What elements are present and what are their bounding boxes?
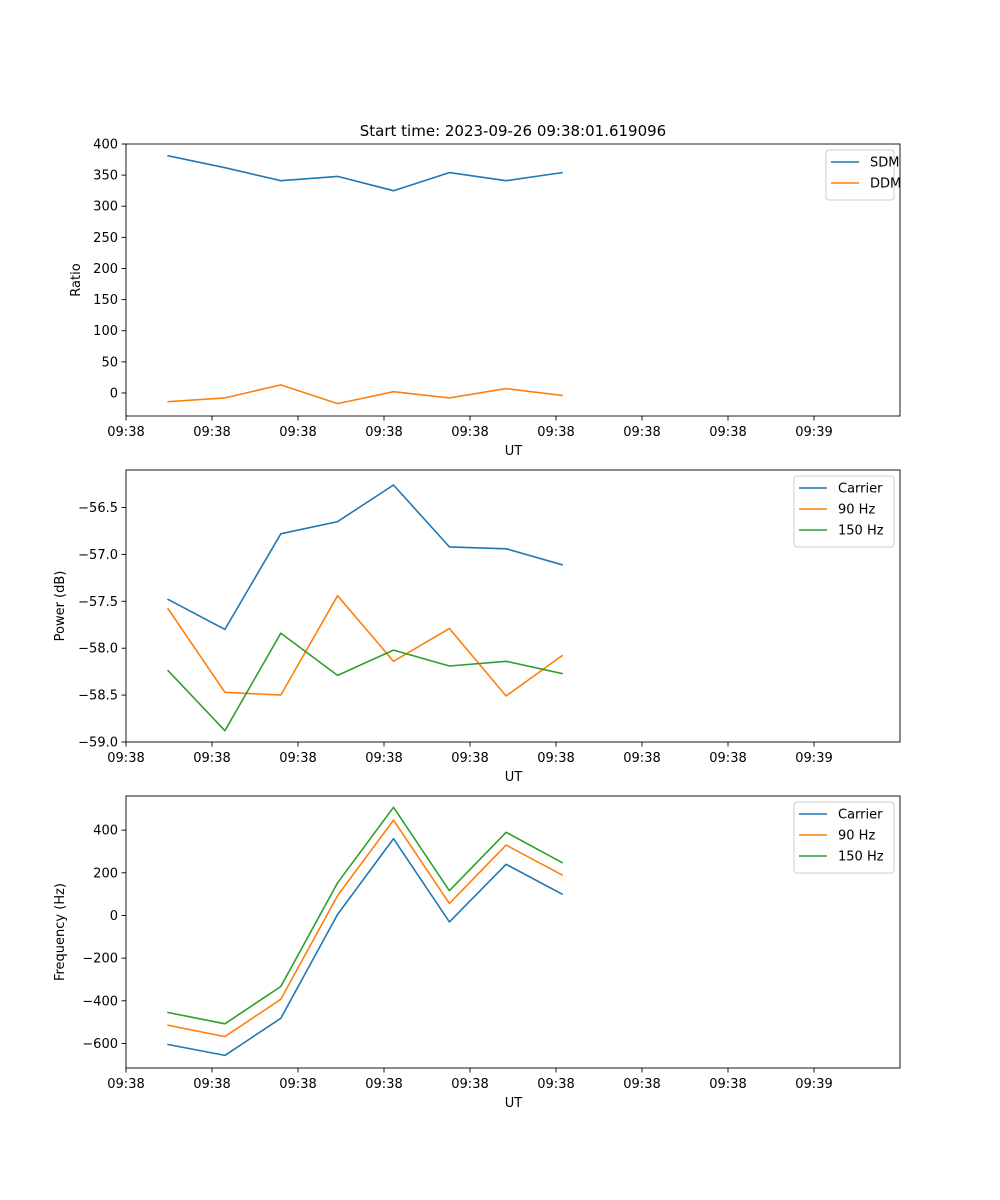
y-tick-label: 0: [110, 386, 118, 401]
y-tick-label: 400: [93, 824, 118, 839]
x-tick-label: 09:38: [709, 1077, 746, 1092]
x-tick-label: 09:38: [537, 1077, 574, 1092]
x-tick-label: 09:39: [795, 1077, 832, 1092]
series-line-carrier: [167, 484, 563, 631]
x-tick-label: 09:38: [279, 1077, 316, 1092]
y-tick-label: 200: [93, 866, 118, 881]
x-tick-label: 09:38: [193, 425, 230, 440]
y-tick-label: −59.0: [78, 736, 118, 751]
series-line-90-hz: [166, 594, 564, 697]
x-tick-label: 09:38: [365, 1077, 402, 1092]
y-tick-label: 350: [93, 169, 118, 184]
x-tick-label: 09:39: [795, 425, 832, 440]
legend-label: SDM: [870, 156, 899, 171]
y-tick-label: 50: [101, 355, 118, 370]
legend: Carrier 90 Hz 150 Hz: [793, 475, 895, 548]
series-line-carrier: [167, 837, 564, 1057]
x-tick-label: 09:38: [537, 751, 574, 766]
x-tick-label: 09:38: [537, 425, 574, 440]
x-tick-label: 09:38: [623, 425, 660, 440]
x-tick-label: 09:38: [107, 751, 144, 766]
subplots: 09:38 09:38 09:38 09:38 09:38 09:38 09:38 09:38…: [53, 138, 901, 1112]
subplot-2: 09:38 09:38 09:38 09:38 09:38 09:38 09:38 09:38…: [53, 469, 901, 785]
legend: Carrier 90 Hz 150 Hz: [793, 801, 895, 874]
y-tick-label: 400: [93, 138, 118, 153]
legend-label: Carrier: [838, 482, 883, 497]
x-tick-label: 09:39: [795, 751, 832, 766]
axes-frame: [125, 143, 901, 417]
x-tick-label: 09:38: [451, 425, 488, 440]
y-tick-label: 0: [110, 909, 118, 924]
series-line-sdm: [167, 154, 563, 192]
y-tick-label: −57.0: [78, 548, 118, 563]
x-axis-label: UT: [505, 444, 523, 459]
axes-frame: [125, 469, 901, 743]
y-tick-label: 150: [93, 293, 118, 308]
series-line-ddm: [167, 384, 563, 405]
x-tick-label: 09:38: [193, 1077, 230, 1092]
legend-label: 150 Hz: [838, 524, 884, 539]
y-axis-label: Frequency (Hz): [53, 883, 68, 981]
x-tick-label: 09:38: [279, 425, 316, 440]
legend-label: 90 Hz: [838, 829, 875, 844]
y-axis-label: Power (dB): [53, 571, 68, 642]
x-axis-label: UT: [505, 770, 523, 785]
subplot-3: 09:38 09:38 09:38 09:38 09:38 09:38 09:38 09:38…: [53, 795, 901, 1111]
y-tick-label: −400: [82, 994, 118, 1009]
y-tick-label: −600: [82, 1037, 118, 1052]
series-line-90-hz: [167, 819, 564, 1038]
x-tick-label: 09:38: [365, 751, 402, 766]
y-tick-label: 100: [93, 324, 118, 339]
x-tick-label: 09:38: [107, 425, 144, 440]
legend-label: 90 Hz: [838, 503, 875, 518]
y-tick-label: −56.5: [78, 501, 118, 516]
y-tick-label: 200: [93, 262, 118, 277]
y-tick-label: −200: [82, 952, 118, 967]
x-tick-label: 09:38: [623, 751, 660, 766]
y-tick-label: 250: [93, 231, 118, 246]
y-tick-label: −57.5: [78, 595, 118, 610]
y-tick-label: −58.5: [78, 689, 118, 704]
y-tick-label: 300: [93, 200, 118, 215]
x-tick-label: 09:38: [709, 751, 746, 766]
y-tick-label: −58.0: [78, 642, 118, 657]
x-tick-label: 09:38: [107, 1077, 144, 1092]
y-axis-label: Ratio: [69, 263, 84, 296]
x-tick-label: 09:38: [193, 751, 230, 766]
x-tick-label: 09:38: [365, 425, 402, 440]
subplot-1: 09:38 09:38 09:38 09:38 09:38 09:38 09:38 09:38…: [69, 138, 901, 460]
x-tick-label: 09:38: [451, 1077, 488, 1092]
axes-frame: [125, 795, 901, 1069]
legend-label: Carrier: [838, 808, 883, 823]
x-axis-label: UT: [505, 1096, 523, 1111]
series-line-150-hz: [166, 632, 563, 732]
legend: SDM DDM: [825, 149, 901, 201]
x-tick-label: 09:38: [623, 1077, 660, 1092]
legend-label: 150 Hz: [838, 850, 884, 865]
legend-label: DDM: [870, 177, 901, 192]
figure-title: Start time: 2023-09-26 09:38:01.619096: [360, 122, 666, 140]
x-tick-label: 09:38: [279, 751, 316, 766]
x-tick-label: 09:38: [709, 425, 746, 440]
x-tick-label: 09:38: [451, 751, 488, 766]
series-line-150-hz: [167, 806, 564, 1025]
